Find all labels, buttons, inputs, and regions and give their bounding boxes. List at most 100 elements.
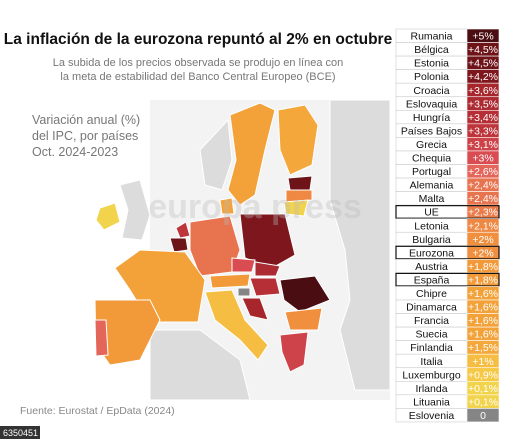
table-row: Eurozona +2% — [395, 245, 500, 260]
country-name: Malta — [419, 193, 445, 205]
title: La inflación de la eurozona repuntó al 2… — [4, 31, 393, 48]
table-row: Grecia +3,1% — [395, 137, 500, 152]
legend-line: Variación anual (%) — [32, 113, 140, 127]
table-row: Chequia +3% — [395, 150, 500, 165]
north-africa — [149, 329, 251, 401]
portugal — [94, 319, 109, 357]
country-name: Irlanda — [415, 383, 447, 395]
slovenia — [237, 287, 251, 297]
country-value: +2,3% — [468, 207, 498, 219]
uk — [119, 179, 151, 241]
norway — [199, 118, 233, 191]
row-highlight — [395, 245, 500, 260]
table-row: Italia +1% — [395, 353, 500, 369]
country-name: Bélgica — [414, 44, 449, 56]
country-value: +1,6% — [468, 329, 498, 341]
country-name: Eslovenia — [409, 410, 455, 422]
country-value: +2,1% — [468, 220, 498, 232]
table-row: Hungría +3,4% — [395, 110, 500, 125]
country-value: +3,6% — [468, 85, 498, 97]
country-value: +0,1% — [468, 396, 498, 408]
lithuania — [283, 199, 309, 217]
country-name: UE — [424, 207, 439, 219]
country-name: Luxemburgo — [402, 369, 461, 381]
country-value: +1,5% — [468, 342, 498, 354]
id-badge — [0, 426, 40, 439]
table-row: Malta +2,4% — [395, 191, 500, 206]
country-name: Grecia — [416, 139, 447, 151]
country-value: +0,9% — [468, 369, 498, 381]
table-row: UE +2,3% — [395, 204, 500, 219]
italy — [204, 289, 269, 361]
country-value: +3% — [472, 153, 493, 165]
country-value: +2,4% — [468, 180, 498, 192]
country-name: Eslovaquia — [406, 98, 458, 110]
table-row: Portugal +2,6% — [395, 164, 500, 179]
country-value: +1,6% — [468, 288, 498, 300]
map — [94, 99, 391, 401]
country-name: Hungría — [413, 112, 451, 124]
country-value: 0 — [480, 410, 486, 422]
table-row: Suecia +1,6% — [395, 326, 500, 341]
row-highlight — [395, 205, 500, 219]
table-row: Finlandia +1,5% — [395, 340, 500, 355]
watermark: europa press — [148, 188, 362, 226]
table-row: Polonia +4,2% — [395, 69, 500, 84]
czechia — [231, 257, 256, 273]
table-row: Austria +1,8% — [395, 259, 500, 274]
austria — [209, 273, 251, 289]
country-value: +1,6% — [468, 315, 498, 327]
subtitle-line: La subida de los precios observada se pr… — [53, 57, 343, 69]
country-name: Bulgaria — [412, 234, 451, 246]
country-value: +1,6% — [468, 302, 498, 314]
bulgaria — [284, 307, 323, 331]
country-value: +3,1% — [468, 139, 498, 151]
country-name: Chequia — [412, 153, 451, 165]
table-row: Croacia +3,6% — [395, 82, 500, 98]
table-row: Eslovaquia +3,5% — [395, 96, 500, 111]
legend-period: Oct. 2024-2023 — [32, 145, 118, 159]
country-name: Francia — [414, 315, 449, 327]
country-name: Rumania — [410, 31, 452, 43]
country-value: +0,1% — [468, 383, 498, 395]
table-row: España +1,8% — [395, 272, 500, 287]
table-row: Letonia +2,1% — [395, 218, 500, 233]
slovakia — [254, 261, 281, 277]
country-name: Italia — [420, 356, 442, 368]
table-row: Dinamarca +1,6% — [395, 299, 500, 314]
country-name: Portugal — [412, 166, 451, 178]
country-value: +1,8% — [468, 261, 498, 273]
legend-line: del IPC, por países — [32, 129, 138, 143]
country-name: Finlandia — [410, 342, 453, 354]
country-value: +2,6% — [468, 166, 498, 178]
table-row: Bélgica +4,5% — [395, 42, 500, 57]
country-name: Estonia — [414, 58, 449, 70]
country-name: Croacia — [413, 85, 449, 97]
ranking-table: Rumania +5%Bélgica +4,5%Estonia +4,5%Poloni… — [395, 28, 500, 423]
country-value: +3,5% — [468, 98, 498, 110]
table-row: Chipre +1,6% — [395, 286, 500, 301]
greece — [279, 331, 309, 373]
country-name: España — [414, 274, 450, 286]
country-value: +3,3% — [468, 125, 498, 137]
denmark — [219, 197, 235, 215]
country-name: Lituania — [413, 396, 450, 408]
country-name: Alemania — [410, 180, 454, 192]
hungary — [249, 277, 281, 297]
country-value: +3,4% — [468, 112, 498, 124]
country-value: +2% — [472, 247, 493, 259]
country-value: +1% — [472, 356, 493, 368]
country-value: +5% — [472, 31, 493, 43]
country-name: Austria — [415, 261, 448, 273]
country-value: +2% — [472, 234, 493, 246]
row-value-cell — [466, 408, 500, 423]
table-row: Alemania +2,4% — [395, 177, 500, 192]
country-name: Suecia — [415, 329, 447, 341]
row-highlight — [395, 272, 500, 287]
country-value: +4,5% — [468, 58, 498, 70]
country-value: +2,4% — [468, 193, 498, 205]
country-name: Eurozona — [409, 247, 454, 259]
france — [114, 249, 206, 323]
